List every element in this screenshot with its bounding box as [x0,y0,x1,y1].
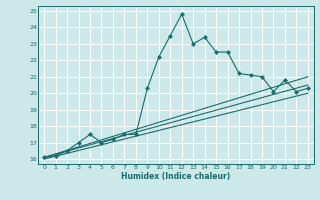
X-axis label: Humidex (Indice chaleur): Humidex (Indice chaleur) [121,172,231,181]
